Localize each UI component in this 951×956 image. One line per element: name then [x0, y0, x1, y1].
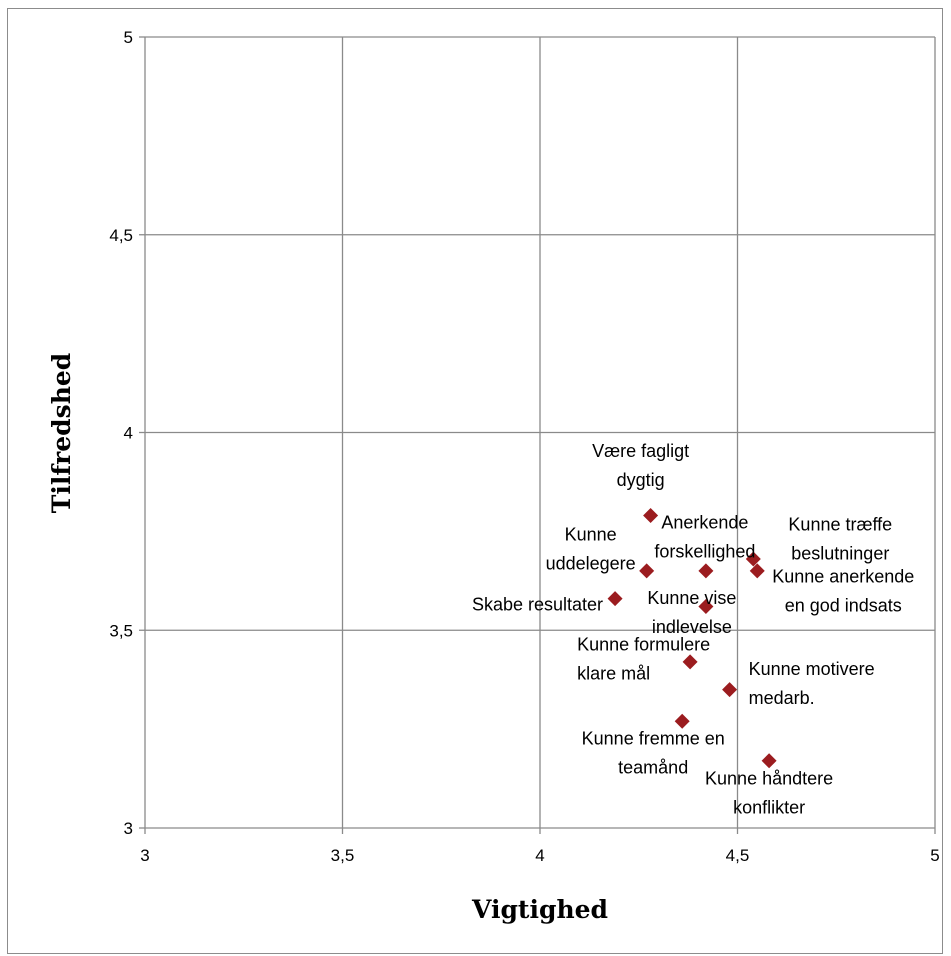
- data-point-label: Kunne anerkende: [772, 566, 914, 586]
- data-point-label: teamånd: [618, 758, 688, 778]
- data-point-label: Kunne formulere: [577, 634, 710, 654]
- data-point-marker: [607, 591, 623, 607]
- data-point-label: Skabe resultater: [472, 595, 603, 615]
- data-point-marker: [749, 563, 765, 579]
- grid: [145, 36, 936, 828]
- data-point-marker: [674, 713, 690, 729]
- data-point-label: forskellighed: [654, 541, 755, 561]
- data-point-label: en god indsats: [785, 595, 902, 615]
- point-labels: Være fagligt dygtig Kunne uddelegere Anerken…: [472, 441, 914, 817]
- data-point-label: konflikter: [733, 797, 805, 817]
- data-point-marker: [639, 563, 655, 579]
- data-point-marker: [745, 551, 761, 567]
- data-point-label: Være fagligt: [592, 441, 689, 461]
- data-point-marker: [722, 682, 738, 698]
- data-point-marker: [698, 599, 714, 615]
- x-tick-label: 3: [140, 846, 149, 865]
- y-tick-label: 3,5: [109, 621, 133, 640]
- x-axis-title: Vigtighed: [471, 895, 608, 924]
- y-tick-label: 5: [124, 28, 133, 47]
- data-point-label: Kunne: [565, 524, 617, 544]
- data-point-label: Kunne håndtere: [705, 768, 833, 788]
- chart-frame: [7, 8, 943, 954]
- axes: [139, 36, 936, 834]
- data-point-label: klare mål: [577, 663, 650, 683]
- data-point-label: indlevelse: [652, 617, 732, 637]
- data-point-label: uddelegere: [546, 553, 636, 573]
- data-point-label: Anerkende: [661, 512, 748, 532]
- x-tick-label: 5: [930, 846, 939, 865]
- tick-labels: 3 3,5 4 4,5 5 3 3,5 4 4,5 5: [109, 28, 939, 865]
- y-tick-label: 4,5: [109, 226, 133, 245]
- data-point-label: dygtig: [617, 470, 665, 490]
- y-axis-title: Tilfredshed: [47, 353, 76, 514]
- data-point-label: Kunne motivere: [749, 659, 875, 679]
- data-point-marker: [682, 654, 698, 670]
- x-tick-label: 3,5: [331, 846, 355, 865]
- data-point-label: Kunne vise: [647, 588, 736, 608]
- data-point-label: Kunne fremme en: [582, 729, 725, 749]
- data-point-label: Kunne træffe: [788, 515, 892, 535]
- data-point-marker: [643, 508, 659, 524]
- data-point-marker: [698, 563, 714, 579]
- x-tick-label: 4,5: [726, 846, 750, 865]
- y-tick-label: 4: [124, 424, 133, 443]
- data-point-marker: [761, 753, 777, 769]
- y-tick-label: 3: [124, 819, 133, 838]
- x-tick-label: 4: [535, 846, 544, 865]
- data-points: [607, 508, 777, 769]
- data-point-label: beslutninger: [791, 544, 889, 564]
- data-point-label: medarb.: [749, 688, 815, 708]
